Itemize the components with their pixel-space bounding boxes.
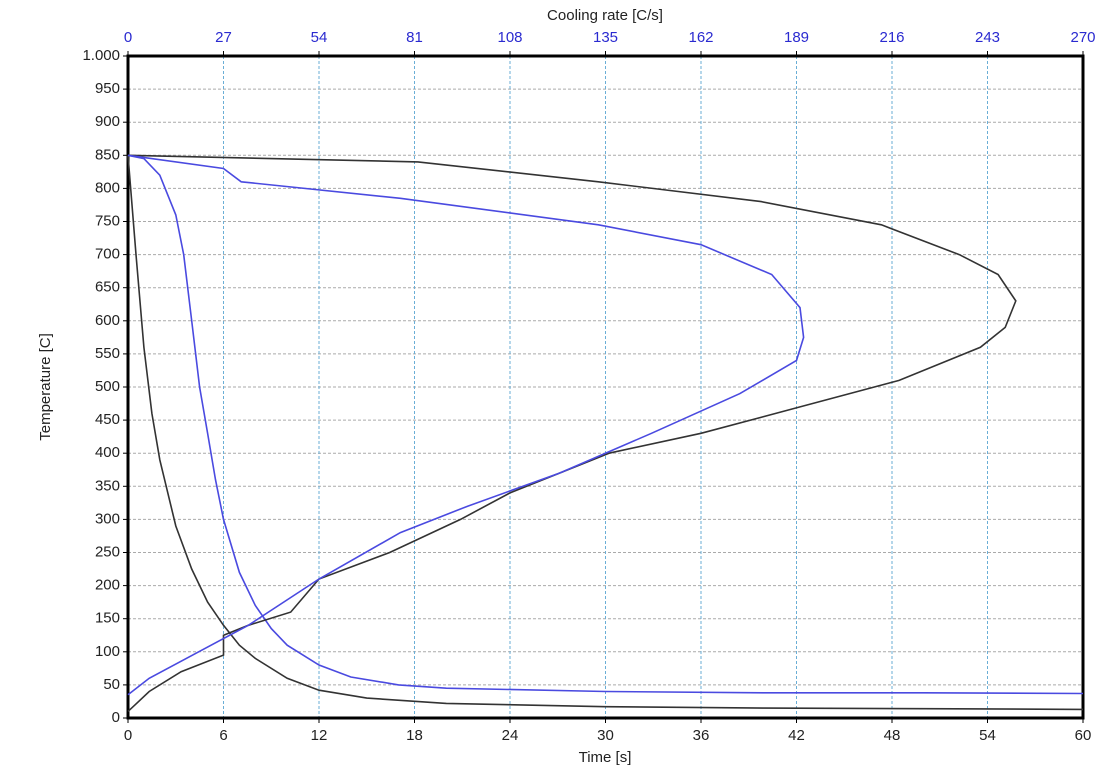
y-tick-label: 900 — [95, 113, 120, 130]
x2-tick-label: 189 — [784, 29, 809, 46]
y-tick-label: 650 — [95, 279, 120, 296]
y-tick-label: 250 — [95, 543, 120, 560]
x-tick-label: 54 — [979, 727, 996, 744]
x2-axis-label: Cooling rate [C/s] — [547, 7, 663, 24]
y-tick-label: 0 — [112, 709, 120, 726]
y-tick-label: 600 — [95, 312, 120, 329]
y-tick-label: 500 — [95, 378, 120, 395]
x-tick-label: 12 — [311, 727, 328, 744]
y-tick-label: 400 — [95, 444, 120, 461]
x2-tick-label: 216 — [879, 29, 904, 46]
x-tick-label: 6 — [219, 727, 227, 744]
y-tick-label: 850 — [95, 146, 120, 163]
x-tick-label: 30 — [597, 727, 614, 744]
y-tick-label: 150 — [95, 610, 120, 627]
y-tick-label: 300 — [95, 510, 120, 527]
y-axis-label: Temperature [C] — [37, 333, 54, 441]
y-tick-label: 800 — [95, 179, 120, 196]
series-line — [127, 154, 805, 696]
x2-tick-label: 243 — [975, 29, 1000, 46]
series-line — [127, 155, 1084, 711]
y-tick-label: 350 — [95, 477, 120, 494]
x2-tick-label: 108 — [497, 29, 522, 46]
x2-tick-label: 0 — [124, 29, 132, 46]
x-tick-label: 0 — [124, 727, 132, 744]
y-tick-label: 750 — [95, 212, 120, 229]
y-tick-label: 700 — [95, 246, 120, 263]
y-tick-label: 100 — [95, 643, 120, 660]
y-tick-label: 950 — [95, 80, 120, 97]
series-line — [127, 154, 1017, 712]
x-tick-label: 42 — [788, 727, 805, 744]
series-line — [127, 154, 1084, 695]
y-tick-label: 1.000 — [82, 47, 120, 64]
x-tick-label: 36 — [693, 727, 710, 744]
x2-tick-label: 27 — [215, 29, 232, 46]
x2-tick-label: 162 — [688, 29, 713, 46]
y-tick-label: 50 — [103, 676, 120, 693]
y-tick-label: 550 — [95, 345, 120, 362]
x-tick-label: 24 — [502, 727, 519, 744]
x-tick-label: 60 — [1075, 727, 1092, 744]
x-tick-label: 18 — [406, 727, 423, 744]
x2-tick-label: 270 — [1070, 29, 1095, 46]
plot-frame — [126, 54, 1085, 720]
x2-tick-label: 81 — [406, 29, 423, 46]
x-tick-label: 48 — [884, 727, 901, 744]
y-tick-label: 200 — [95, 577, 120, 594]
x-axis-label: Time [s] — [579, 749, 632, 766]
y-tick-label: 450 — [95, 411, 120, 428]
x2-tick-label: 54 — [311, 29, 328, 46]
x2-tick-label: 135 — [593, 29, 618, 46]
